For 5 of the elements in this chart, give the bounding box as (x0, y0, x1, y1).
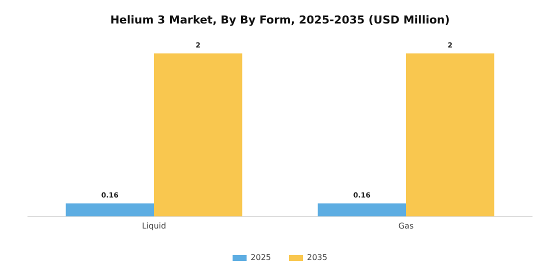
x-tick-label: Liquid (142, 221, 166, 230)
legend-label: 2035 (307, 253, 328, 262)
chart-title: Helium 3 Market, By By Form, 2025-2035 (USD Million) (110, 13, 450, 26)
legend-label: 2025 (250, 253, 271, 262)
x-tick-label: Gas (398, 221, 414, 230)
